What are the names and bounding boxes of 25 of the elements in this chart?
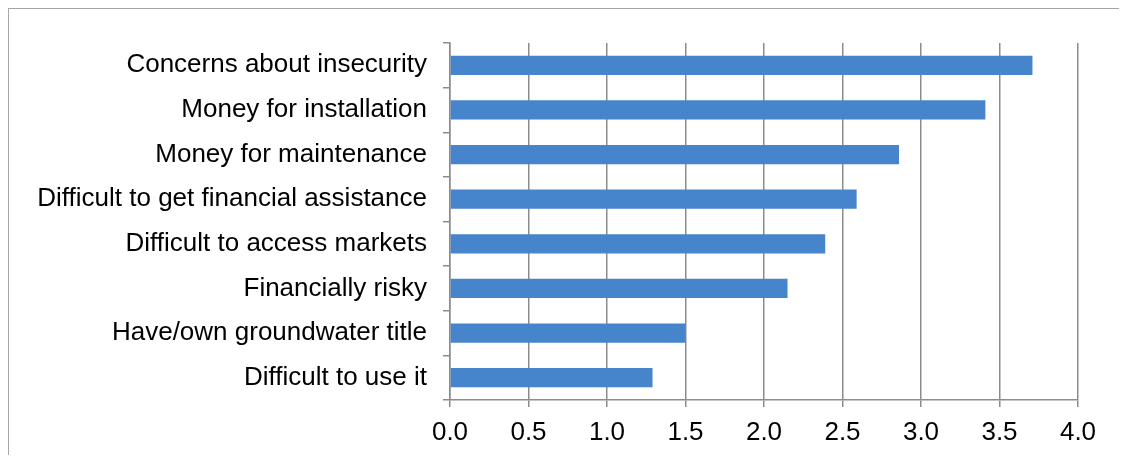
bar — [450, 368, 653, 388]
bar — [450, 144, 900, 165]
y-tick-label: Difficult to access markets — [125, 226, 427, 257]
y-tick-label: Have/own groundwater title — [111, 316, 427, 347]
x-tick-label: 0.5 — [510, 415, 547, 446]
y-tick-label: Difficult to get financial assistance — [37, 182, 427, 213]
y-tick-label: Money for maintenance — [155, 137, 427, 168]
x-tick-label: 1.5 — [667, 415, 704, 446]
bar — [450, 100, 986, 120]
y-tick-label: Money for installation — [181, 93, 427, 124]
bar — [450, 323, 686, 343]
bar — [450, 189, 857, 209]
y-tick-label: Concerns about insecurity — [126, 48, 427, 79]
bar — [450, 55, 1033, 75]
bar — [450, 234, 826, 254]
x-tick-label: 2.0 — [745, 415, 783, 446]
y-tick-label: Financially risky — [243, 271, 427, 302]
x-tick-label: 0.0 — [431, 415, 469, 446]
y-tick-label: Difficult to use it — [243, 360, 428, 391]
bar — [450, 278, 788, 299]
x-tick-label: 3.0 — [902, 415, 940, 446]
x-tick-label: 2.5 — [824, 415, 861, 446]
x-tick-label: 3.5 — [981, 415, 1018, 446]
x-tick-label: 1.0 — [588, 415, 626, 446]
x-tick-label: 4.0 — [1059, 415, 1097, 446]
